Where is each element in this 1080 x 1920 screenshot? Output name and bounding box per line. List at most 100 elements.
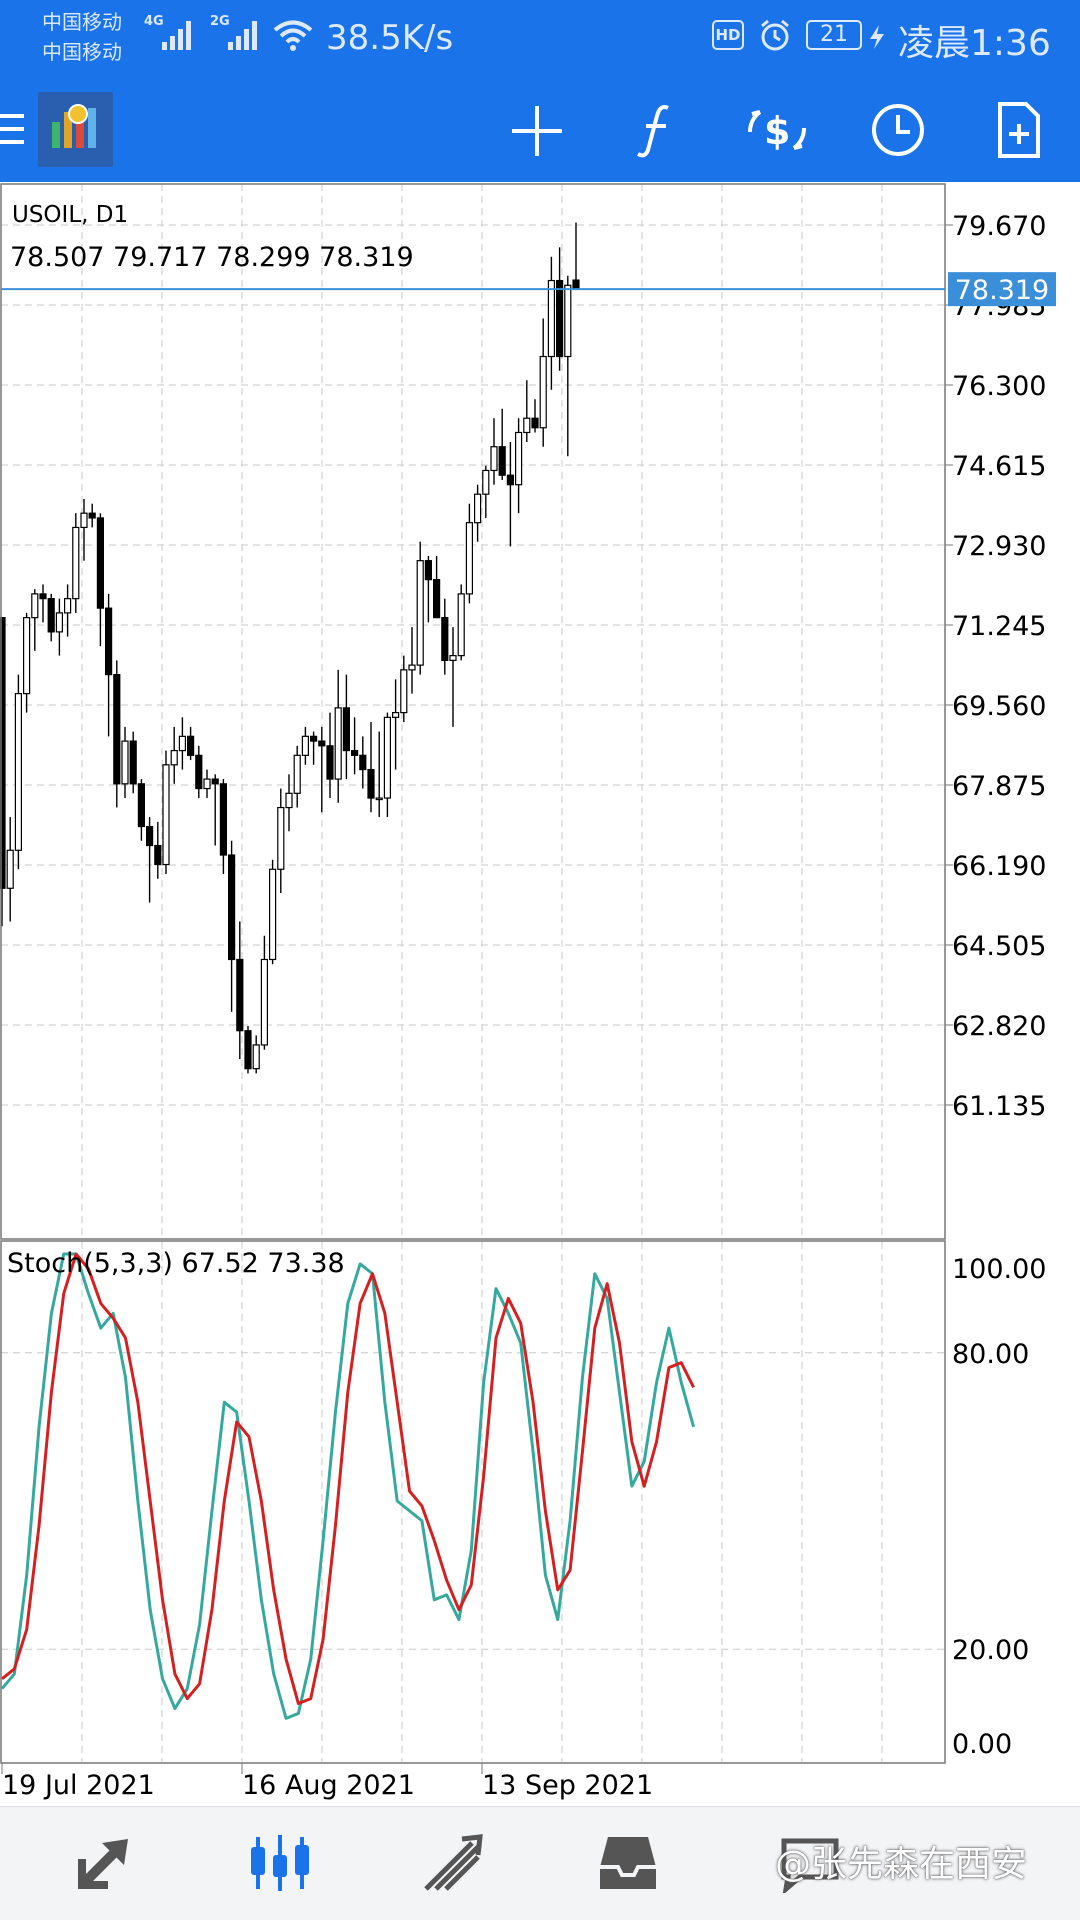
- price-tick-label: 67.875: [952, 771, 1046, 802]
- candle-body-bull: [72, 526, 80, 600]
- price-tick-label: 79.670: [952, 211, 1046, 242]
- clock: 凌晨1:36: [898, 23, 1051, 64]
- candle-body-bull: [252, 1044, 260, 1070]
- candle-body-bull: [277, 806, 285, 870]
- nav-quotes[interactable]: [56, 1825, 156, 1901]
- nav-chart[interactable]: [230, 1825, 330, 1901]
- candle-body-bear: [572, 279, 580, 290]
- app-logo[interactable]: [38, 92, 113, 167]
- candle-body-bull: [514, 431, 523, 486]
- symbol-label: USOIL, D1: [12, 202, 128, 228]
- signal-bars-icon: [228, 21, 257, 50]
- candle-body-bull: [55, 612, 64, 633]
- stochastic-main-line: [0, 1252, 696, 1720]
- trade-icon: [424, 1834, 483, 1891]
- candle-body-bear: [113, 674, 121, 785]
- indicator-tick-label: 100.00: [952, 1254, 1046, 1285]
- candle-body-bear: [367, 768, 375, 799]
- candle-body-bear: [195, 754, 203, 790]
- candle-body-bear: [310, 735, 318, 742]
- candle-body-bull: [121, 740, 129, 785]
- candle-body-bear: [555, 279, 564, 358]
- nav-history[interactable]: [578, 1825, 678, 1901]
- candle-body-bear: [96, 517, 105, 609]
- candle-body-bear: [39, 593, 47, 600]
- date-axis: 19 Jul 2021 16 Aug 2021 13 Sep 2021: [1, 1763, 653, 1801]
- candle-body-bull: [482, 469, 490, 495]
- price-chart[interactable]: 79.670 77.985 76.300 74.615 72.930 71.245 69.5…: [0, 182, 1080, 1802]
- crosshair-icon[interactable]: [510, 104, 564, 158]
- candle-body-bull: [490, 446, 498, 472]
- price-tick-label: 76.300: [952, 371, 1046, 402]
- candle-body-bear: [351, 749, 359, 756]
- carrier-name-secondary: 中国移动: [42, 40, 122, 64]
- price-tick-label: 62.820: [952, 1011, 1046, 1042]
- carrier-name: 中国移动: [42, 10, 122, 34]
- new-order-icon[interactable]: [996, 100, 1042, 160]
- nav-trade[interactable]: [404, 1825, 504, 1901]
- indicator-pane-frame: [0, 1240, 946, 1764]
- candle-body-bull: [457, 593, 465, 657]
- candle-body-bull: [293, 754, 301, 794]
- charging-icon: [870, 25, 884, 49]
- candle-body-bear: [359, 754, 367, 771]
- stochastic-series: [0, 1252, 696, 1720]
- indicator-tick-label: 80.00: [952, 1339, 1029, 1370]
- candle-body-bull: [465, 522, 473, 595]
- candle-body-bear: [187, 735, 195, 756]
- candle-body-bull: [14, 693, 22, 851]
- candle-body-bear: [342, 707, 350, 752]
- candle-body-bull: [400, 669, 408, 714]
- watermark-text: @张先森在西安: [775, 1844, 1028, 1885]
- candle-body-bull: [203, 778, 211, 790]
- candle-body-bull: [285, 792, 293, 809]
- candle-body-bear: [326, 745, 334, 780]
- app-logo-icon: [52, 104, 96, 148]
- ohlc-label: 78.507 79.717 78.299 78.319: [10, 242, 414, 273]
- battery-indicator: 21: [806, 20, 862, 50]
- candle-body-bear: [137, 783, 145, 828]
- candle-body-bull: [383, 716, 391, 799]
- history-icon: [600, 1837, 656, 1889]
- candle-body-bull: [170, 749, 178, 766]
- candle-body-bear: [228, 854, 236, 961]
- main-pane-frame: [0, 183, 946, 1240]
- candle-body-bull: [334, 707, 342, 780]
- candle-body-bear: [211, 778, 219, 785]
- status-bar: 中国移动 中国移动 4G 2G 38.5K/s HD 21 凌晨1:36: [0, 0, 1080, 82]
- candle-body-bull: [539, 355, 547, 429]
- candle-body-bull: [564, 284, 572, 358]
- candle-body-bear: [433, 579, 441, 619]
- candle-body-bear: [0, 617, 6, 889]
- chart-canvas[interactable]: 79.67077.98576.30074.61572.93071.24569.5…: [0, 182, 1080, 1802]
- candle-body-bull: [416, 560, 424, 666]
- candle-body-bull: [80, 512, 88, 529]
- indicator-label: Stoch(5,3,3) 67.52 73.38: [7, 1248, 345, 1279]
- current-price-value: 78.319: [955, 275, 1049, 306]
- chart-grid: [1, 184, 945, 1762]
- price-tick-label: 71.245: [952, 611, 1046, 642]
- chart-icon: [251, 1835, 309, 1891]
- signal-bars-icon: [162, 21, 191, 50]
- candle-body-bull: [474, 493, 482, 524]
- candle-body-bull: [162, 764, 170, 866]
- candle-body-bear: [424, 560, 432, 581]
- app-toolbar: $: [0, 82, 1080, 182]
- candle-body-bull: [392, 711, 400, 718]
- candle-body-bull: [178, 735, 186, 752]
- date-tick-label: 13 Sep 2021: [482, 1770, 653, 1801]
- candle-body-bull: [408, 664, 416, 671]
- indicator-icon[interactable]: [636, 102, 676, 158]
- candle-body-bull: [269, 868, 277, 961]
- trade-icon[interactable]: $: [746, 102, 808, 158]
- candle-body-bear: [154, 844, 162, 866]
- price-tick-label: 64.505: [952, 931, 1046, 962]
- network-speed: 38.5K/s: [326, 18, 454, 58]
- menu-icon[interactable]: [0, 112, 26, 146]
- candle-body-bull: [449, 655, 457, 661]
- candle-body-bull: [547, 279, 556, 358]
- candle-body-bear: [318, 740, 326, 747]
- history-icon[interactable]: [870, 102, 926, 158]
- candle-body-bull: [63, 598, 72, 614]
- nav-messages[interactable]: [760, 1825, 860, 1901]
